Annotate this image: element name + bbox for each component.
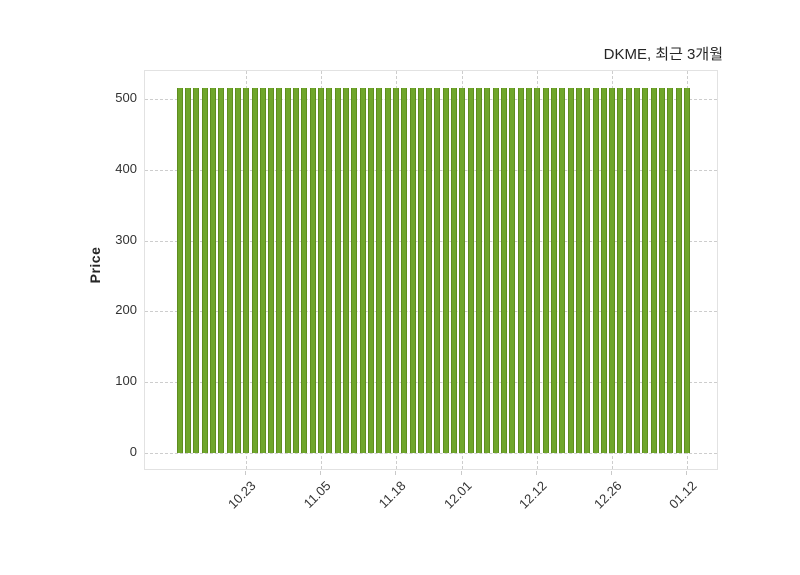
bar — [442, 88, 449, 453]
bar — [284, 88, 291, 453]
bar — [384, 88, 391, 453]
bar — [243, 88, 250, 453]
bar — [584, 88, 591, 453]
x-tick-mark-12.26 — [611, 471, 613, 475]
bar — [675, 88, 682, 453]
x-tick-label-12.26: 12.26 — [591, 478, 625, 512]
bar — [417, 88, 424, 453]
bar — [575, 88, 582, 453]
bar — [642, 88, 649, 453]
bar — [459, 88, 466, 453]
bar — [251, 88, 258, 453]
bar — [667, 88, 674, 453]
bar — [434, 88, 441, 453]
plot-area — [144, 70, 718, 470]
bar — [451, 88, 458, 453]
bar — [592, 88, 599, 453]
bar — [659, 88, 666, 453]
bar — [259, 88, 266, 453]
bar — [401, 88, 408, 453]
bar — [617, 88, 624, 453]
x-tick-label-01.12: 01.12 — [665, 478, 700, 512]
bar — [234, 88, 241, 453]
bar — [201, 88, 208, 453]
h-gridline-0 — [145, 453, 717, 454]
bar — [550, 88, 557, 453]
x-tick-label-11.05: 11.05 — [300, 478, 334, 511]
chart-title: DKME, 최근 3개월 — [603, 46, 723, 63]
bar — [609, 88, 616, 453]
y-tick-label-500: 500 — [115, 90, 137, 105]
bar — [492, 88, 499, 453]
bar — [293, 88, 300, 453]
bar — [534, 88, 541, 453]
bar — [326, 88, 333, 453]
bar — [634, 88, 641, 453]
bar — [268, 88, 275, 453]
bar — [226, 88, 233, 453]
bar — [176, 88, 183, 453]
y-tick-label-400: 400 — [115, 160, 137, 176]
x-tick-mark-01.12 — [685, 471, 687, 475]
bar — [276, 88, 283, 453]
y-tick-label-200: 200 — [115, 302, 137, 318]
bar — [600, 88, 607, 453]
x-tick-label-10.23: 10.23 — [225, 478, 259, 512]
y-tick-label-0: 0 — [129, 444, 137, 459]
bar — [501, 88, 508, 453]
bar — [467, 88, 474, 453]
bar — [426, 88, 433, 453]
bar — [185, 88, 192, 453]
bar — [193, 88, 200, 453]
bar — [376, 88, 383, 453]
bar — [209, 88, 216, 453]
bar — [301, 88, 308, 453]
bar — [567, 88, 574, 453]
bar — [525, 88, 532, 453]
bar — [318, 88, 325, 453]
y-tick-label-100: 100 — [115, 373, 137, 389]
bar — [517, 88, 524, 453]
bar — [392, 88, 399, 453]
x-tick-mark-12.01 — [461, 471, 463, 475]
bar — [509, 88, 516, 453]
bar — [409, 88, 416, 453]
x-tick-mark-11.05 — [320, 471, 322, 475]
bar — [359, 88, 366, 453]
bar — [367, 88, 374, 453]
bar — [309, 88, 316, 453]
bar — [542, 88, 549, 453]
x-tick-mark-12.12 — [536, 471, 538, 475]
bar — [484, 88, 491, 453]
x-tick-mark-11.18 — [394, 471, 396, 475]
bar — [625, 88, 632, 453]
bar — [343, 88, 350, 453]
x-tick-mark-10.23 — [245, 471, 247, 475]
x-tick-label-12.12: 12.12 — [516, 478, 550, 512]
bar — [476, 88, 483, 453]
bar — [650, 88, 657, 453]
y-tick-label-300: 300 — [115, 231, 137, 247]
bar — [683, 88, 690, 453]
bar — [218, 88, 225, 453]
bar — [559, 88, 566, 453]
bar — [351, 88, 358, 453]
bar — [334, 88, 341, 453]
